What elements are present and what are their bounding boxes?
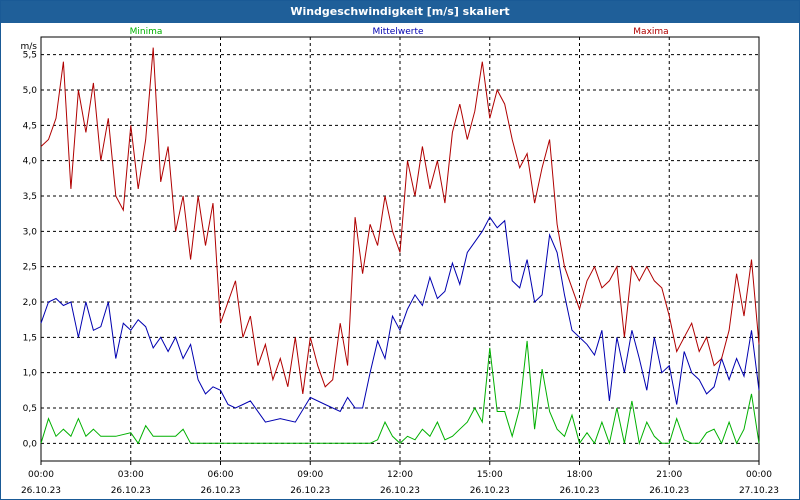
y-axis-label: m/s	[21, 42, 38, 52]
x-tick-time: 09:00	[297, 470, 323, 480]
x-tick-date: 26.10.23	[200, 486, 240, 496]
y-tick-label: 0,5	[23, 404, 37, 414]
x-tick-time: 15:00	[477, 470, 503, 480]
y-tick-label: 1,0	[23, 369, 38, 379]
x-tick-time: 06:00	[208, 470, 234, 480]
x-tick-date: 26.10.23	[559, 486, 599, 496]
x-tick-time: 12:00	[387, 470, 413, 480]
x-tick-date: 27.10.23	[739, 486, 779, 496]
x-tick-date: 26.10.23	[380, 486, 420, 496]
x-tick-date: 26.10.23	[21, 486, 61, 496]
y-tick-label: 5,0	[23, 86, 38, 96]
x-tick-date: 26.10.23	[111, 486, 151, 496]
series-line-mittelwerte	[40, 216, 760, 423]
y-tick-label: 4,5	[23, 121, 37, 131]
x-tick-date: 26.10.23	[470, 486, 510, 496]
legend-maxima: Maxima	[633, 27, 668, 37]
y-tick-label: 3,0	[23, 227, 38, 237]
y-tick-label: 1,5	[23, 333, 37, 343]
x-tick-time: 21:00	[656, 470, 682, 480]
chart-title: Windgeschwindigkeit [m/s] skaliert	[1, 1, 799, 23]
x-tick-date: 26.10.23	[290, 486, 330, 496]
x-tick-time: 00:00	[28, 470, 54, 480]
legend-minima: Minima	[130, 27, 163, 37]
y-tick-label: 2,5	[23, 263, 37, 273]
series-line-maxima	[40, 47, 760, 394]
y-tick-label: 0,0	[23, 439, 38, 449]
legend-mittelwerte: Mittelwerte	[372, 27, 423, 37]
x-tick-time: 18:00	[567, 470, 593, 480]
x-tick-time: 03:00	[118, 470, 144, 480]
y-tick-label: 2,0	[23, 298, 38, 308]
y-tick-label: 4,0	[23, 157, 38, 167]
y-tick-label: 5,5	[23, 51, 37, 61]
x-tick-time: 00:00	[746, 470, 772, 480]
series-line-minima	[40, 340, 760, 446]
y-tick-label: 3,5	[23, 192, 37, 202]
x-tick-date: 26.10.23	[649, 486, 689, 496]
